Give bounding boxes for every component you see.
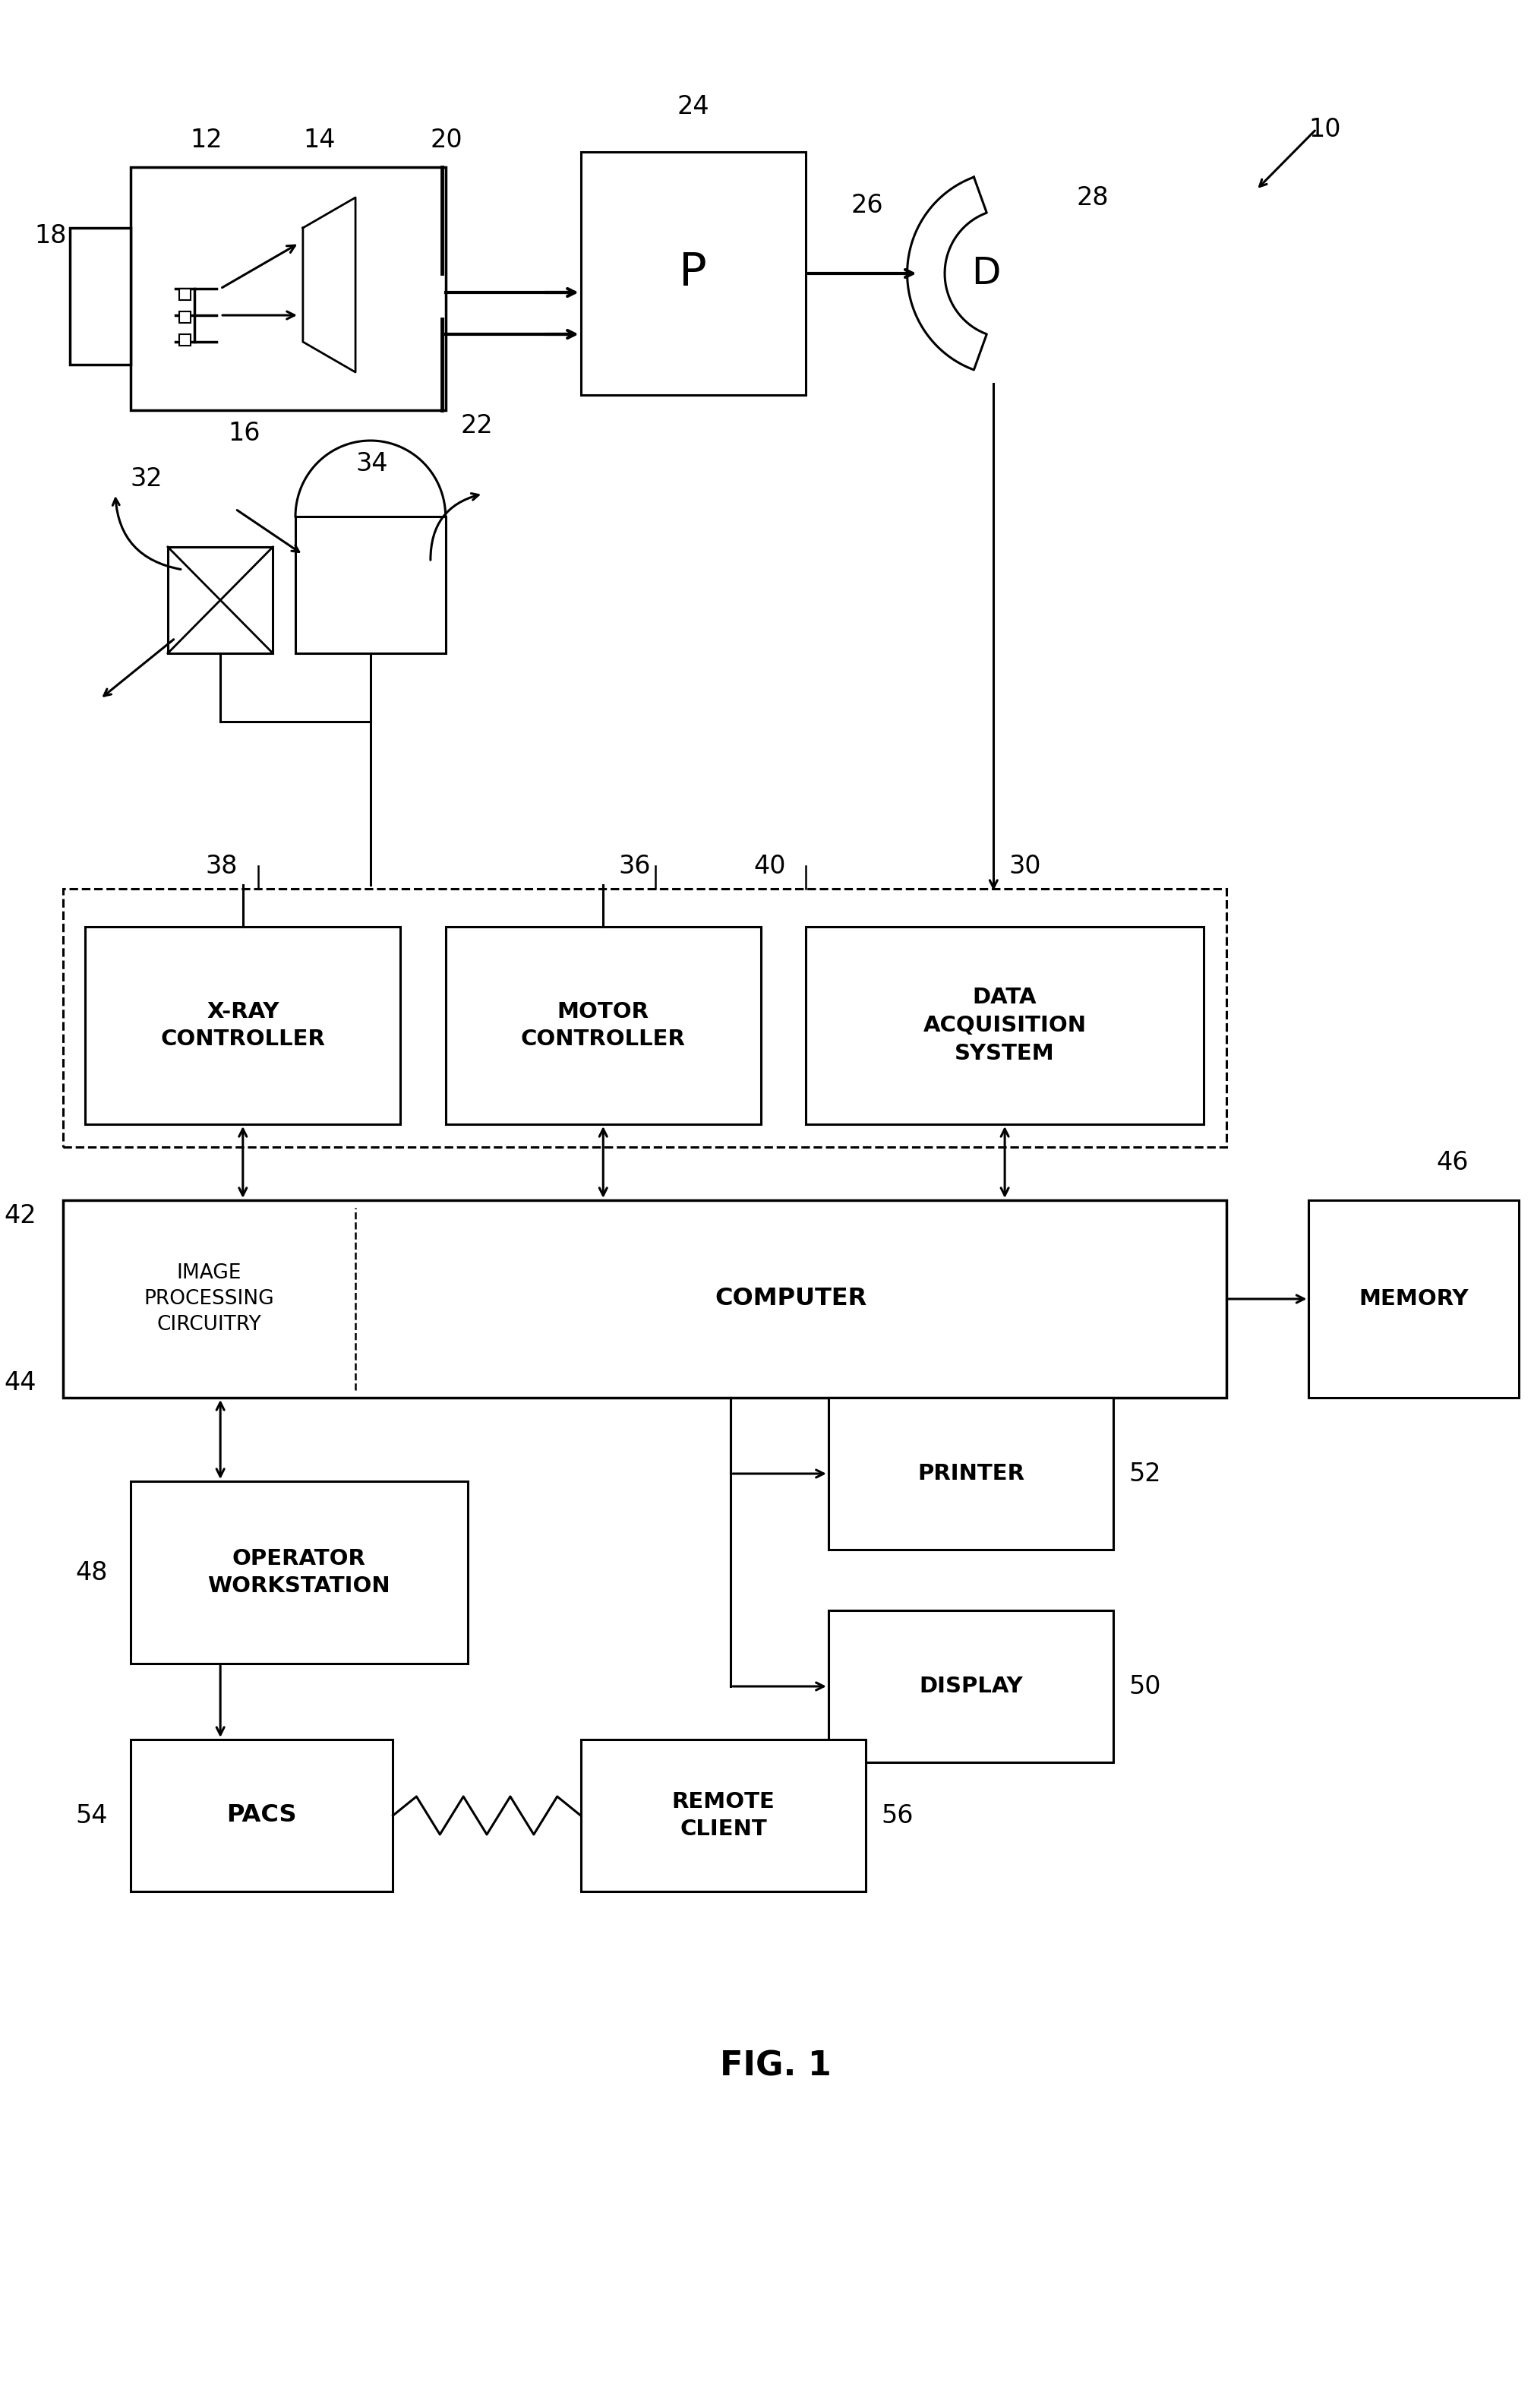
Text: 44: 44	[5, 1370, 37, 1394]
Text: 20: 20	[431, 128, 463, 154]
Bar	[71, 229, 130, 364]
Text: 12: 12	[190, 128, 222, 154]
Text: D: D	[971, 255, 1000, 291]
Bar	[445, 927, 761, 1125]
Text: 48: 48	[75, 1560, 107, 1584]
Bar	[86, 927, 400, 1125]
Bar	[63, 889, 1226, 1146]
Text: 36: 36	[618, 852, 650, 879]
Bar	[167, 547, 273, 653]
Text: 22: 22	[460, 412, 492, 438]
Text: 40: 40	[753, 852, 785, 879]
Text: 46: 46	[1436, 1149, 1468, 1175]
Text: FIG. 1: FIG. 1	[719, 2049, 831, 2083]
Text: 16: 16	[229, 421, 261, 445]
Text: COMPUTER: COMPUTER	[715, 1288, 867, 1310]
Bar	[179, 289, 190, 301]
Text: MEMORY: MEMORY	[1359, 1288, 1468, 1310]
Text: 32: 32	[130, 467, 163, 491]
Bar	[130, 1481, 468, 1664]
Text: OPERATOR
WORKSTATION: OPERATOR WORKSTATION	[207, 1548, 391, 1597]
Bar	[130, 1739, 393, 1890]
Text: 14: 14	[302, 128, 336, 154]
Bar	[179, 335, 190, 347]
Text: REMOTE
CLIENT: REMOTE CLIENT	[672, 1792, 775, 1840]
Bar	[828, 1611, 1114, 1763]
Text: 54: 54	[75, 1804, 107, 1828]
Text: X-RAY
CONTROLLER: X-RAY CONTROLLER	[161, 1002, 325, 1050]
Text: 26: 26	[851, 193, 884, 217]
Bar	[1309, 1199, 1519, 1397]
Bar	[581, 152, 805, 395]
Bar	[828, 1397, 1114, 1551]
Text: 50: 50	[1129, 1674, 1161, 1700]
Text: PRINTER: PRINTER	[917, 1464, 1025, 1483]
Text: PACS: PACS	[227, 1804, 296, 1828]
Text: P: P	[680, 250, 707, 296]
Text: 56: 56	[881, 1804, 913, 1828]
Text: 42: 42	[5, 1204, 37, 1228]
Text: 52: 52	[1129, 1462, 1161, 1486]
Text: 28: 28	[1075, 185, 1109, 209]
Bar	[581, 1739, 865, 1890]
Polygon shape	[907, 178, 986, 371]
Text: 38: 38	[206, 852, 238, 879]
Text: DISPLAY: DISPLAY	[919, 1676, 1023, 1698]
Bar	[130, 166, 445, 409]
Text: 24: 24	[676, 94, 709, 118]
Polygon shape	[302, 197, 356, 373]
Text: 18: 18	[34, 224, 66, 248]
Bar	[63, 1199, 1226, 1397]
Text: MOTOR
CONTROLLER: MOTOR CONTROLLER	[522, 1002, 686, 1050]
Text: 30: 30	[1008, 852, 1040, 879]
Bar	[805, 927, 1204, 1125]
Text: IMAGE
PROCESSING
CIRCUITRY: IMAGE PROCESSING CIRCUITRY	[144, 1264, 275, 1334]
Bar	[179, 311, 190, 323]
Text: DATA
ACQUISITION
SYSTEM: DATA ACQUISITION SYSTEM	[923, 987, 1086, 1064]
Text: 10: 10	[1309, 116, 1341, 142]
Text: 34: 34	[356, 450, 388, 477]
Bar	[296, 518, 445, 653]
